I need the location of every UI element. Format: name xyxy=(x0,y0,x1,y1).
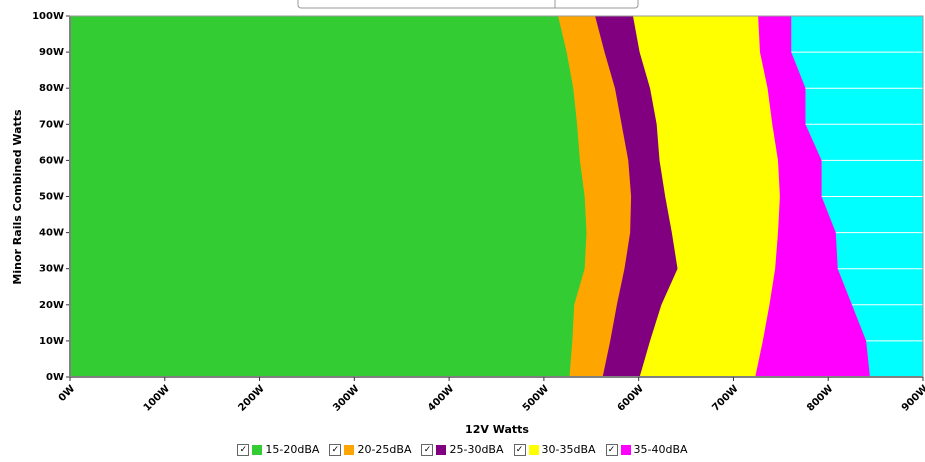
legend-label: 30-35dBA xyxy=(541,443,596,456)
y-tick-label: 80W xyxy=(39,83,64,94)
y-tick-label: 0W xyxy=(46,372,64,383)
x-tick-label: 200W xyxy=(236,383,266,413)
legend-item[interactable]: ✓ 35-40dBA xyxy=(605,443,688,456)
legend-item[interactable]: ✓ 20-25dBA xyxy=(329,443,411,456)
y-tick-label: 30W xyxy=(39,264,64,275)
y-tick-label: 10W xyxy=(39,336,64,347)
legend-checkbox[interactable]: ✓ xyxy=(237,443,250,456)
x-tick-label: 0W xyxy=(57,383,78,404)
y-tick-label: 100W xyxy=(32,11,64,22)
y-tick-label: 20W xyxy=(39,300,64,311)
legend: ✓ 15-20dBA ✓ 20-25dBA ✓ 25-30dBA ✓ 30-35dBA ✓ 35-… xyxy=(0,443,925,456)
plot-frame xyxy=(69,15,924,378)
legend-item[interactable]: ✓ 30-35dBA xyxy=(513,443,596,456)
x-tick-label: 800W xyxy=(805,383,835,413)
y-axis-title: Minor Rails Combined Watts xyxy=(11,109,24,285)
noise-region xyxy=(70,16,587,377)
y-tick-label: 70W xyxy=(39,119,64,130)
legend-label: 20-25dBA xyxy=(357,443,412,456)
legend-swatch xyxy=(436,444,447,455)
x-tick-label: 300W xyxy=(331,383,361,413)
x-axis-title: 12V Watts xyxy=(465,423,529,436)
y-tick-label: 40W xyxy=(39,228,64,239)
chart: 12V Watts Minor Rails Combined Watts 0W 1… xyxy=(11,0,925,436)
legend-label: 35-40dBA xyxy=(633,443,688,456)
x-tick-label: 500W xyxy=(521,383,551,413)
legend-swatch xyxy=(252,444,263,455)
legend-label: 25-30dBA xyxy=(449,443,504,456)
legend-label: 15-20dBA xyxy=(265,443,320,456)
x-tick-label: 100W xyxy=(142,383,172,413)
legend-checkbox[interactable]: ✓ xyxy=(513,443,526,456)
y-tick-label: 50W xyxy=(39,192,64,203)
legend-item[interactable]: ✓ 25-30dBA xyxy=(421,443,504,456)
x-tick-label: 400W xyxy=(426,383,456,413)
legend-swatch xyxy=(528,444,539,455)
x-tick-label: 900W xyxy=(900,383,925,413)
legend-checkbox[interactable]: ✓ xyxy=(605,443,618,456)
legend-checkbox[interactable]: ✓ xyxy=(329,443,342,456)
legend-checkbox[interactable]: ✓ xyxy=(421,443,434,456)
y-tick-label: 90W xyxy=(39,47,64,58)
legend-swatch xyxy=(620,444,631,455)
y-tick-label: 60W xyxy=(39,155,64,166)
legend-swatch xyxy=(344,444,355,455)
x-tick-label: 700W xyxy=(710,383,740,413)
x-tick-label: 600W xyxy=(616,383,646,413)
legend-item[interactable]: ✓ 15-20dBA xyxy=(237,443,319,456)
search-box[interactable] xyxy=(297,0,639,9)
